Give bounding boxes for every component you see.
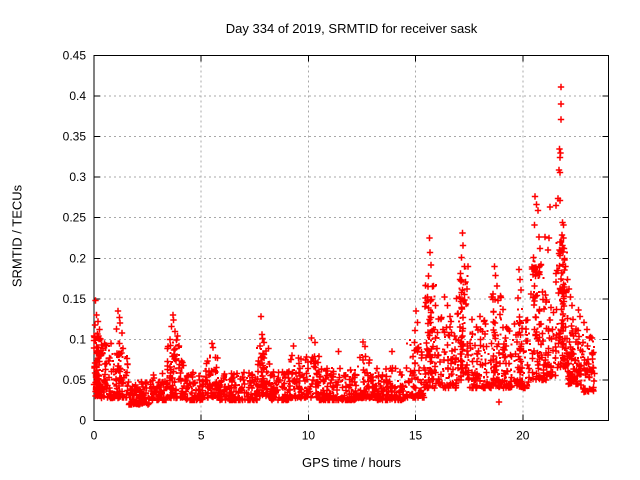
y-tick-label: 0.15 (63, 292, 87, 306)
chart-title: Day 334 of 2019, SRMTID for receiver sas… (225, 21, 478, 36)
grid-lines (94, 55, 609, 421)
x-tick-label: 0 (91, 429, 98, 443)
y-tick-label: 0.35 (63, 130, 87, 144)
plot-border (93, 55, 609, 421)
y-tick-label: 0.25 (63, 211, 87, 225)
x-tick-label: 10 (302, 429, 316, 443)
x-tick-label: 20 (516, 429, 530, 443)
axis-ticks (93, 55, 609, 421)
scatter-points (90, 83, 598, 408)
y-tick-label: 0.3 (69, 170, 86, 184)
y-tick-label: 0.1 (69, 332, 86, 346)
x-tick-label: 15 (409, 429, 423, 443)
scatter-points-plus (90, 83, 598, 408)
x-axis-label: GPS time / hours (302, 455, 401, 470)
y-tick-label: 0.2 (69, 251, 86, 265)
y-tick-label: 0 (79, 414, 86, 428)
x-tick-label: 5 (198, 429, 205, 443)
tick-labels: 0 5 10 15 20 0 0.05 0.1 0.15 0.2 0.25 0.3 0.35 0.4 0.4… (63, 49, 530, 443)
y-tick-label: 0.05 (63, 373, 87, 387)
y-tick-label: 0.4 (69, 89, 86, 103)
y-tick-label: 0.45 (63, 49, 87, 63)
